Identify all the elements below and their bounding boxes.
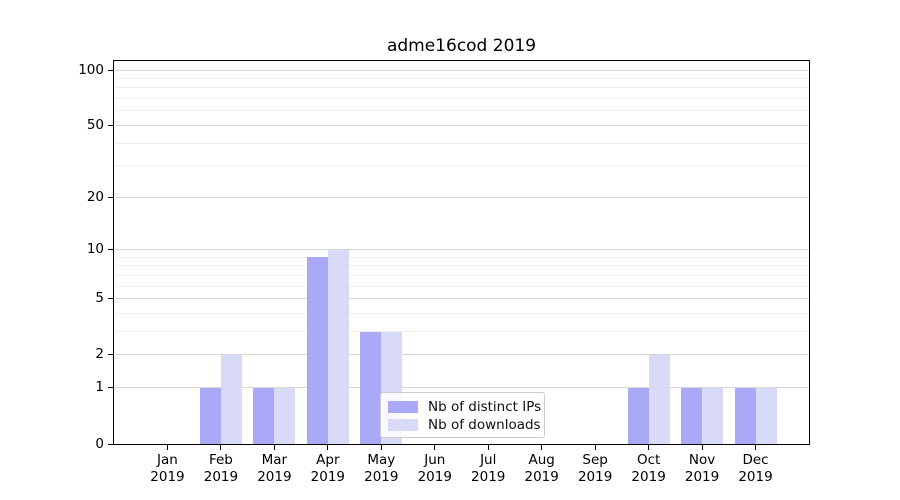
gridline-major (114, 249, 809, 251)
y-tick-label: 20 (86, 188, 104, 205)
bar-apr-s1 (327, 249, 349, 444)
y-tick-label: 10 (86, 241, 104, 258)
bar-feb-s0 (199, 387, 221, 444)
x-tick-mark (380, 445, 382, 450)
bar-dec-s1 (755, 387, 777, 444)
legend: Nb of distinct IPs Nb of downloads (380, 392, 545, 438)
x-tick-mark (273, 445, 275, 450)
gridline-minor (114, 331, 809, 333)
legend-swatch-icon (388, 419, 418, 431)
chart-title: adme16cod 2019 (386, 36, 537, 56)
y-tick-label: 0 (95, 435, 104, 452)
bar-mar-s0 (253, 387, 275, 444)
bar-nov-s0 (681, 387, 703, 444)
y-tick-label: 50 (86, 116, 104, 133)
x-tick-label: Jul 2019 (471, 452, 506, 485)
gridline-major (114, 69, 809, 71)
x-tick-label: May 2019 (364, 452, 399, 485)
x-tick-label: Oct 2019 (631, 452, 666, 485)
legend-row: Nb of downloads (388, 416, 541, 434)
bar-oct-s0 (627, 387, 649, 444)
y-tick-mark (108, 354, 113, 356)
bar-apr-s0 (306, 257, 328, 444)
gridline-major (114, 124, 809, 126)
gridline-major (114, 354, 809, 356)
gridline-major (114, 298, 809, 300)
x-tick-label: Sep 2019 (577, 452, 613, 485)
x-tick-mark (594, 445, 596, 450)
x-tick-mark (701, 445, 703, 450)
gridline-minor (114, 98, 809, 100)
x-tick-mark (220, 445, 222, 450)
x-tick-mark (755, 445, 757, 450)
legend-label: Nb of downloads (428, 417, 541, 433)
legend-label: Nb of distinct IPs (428, 399, 542, 415)
x-tick-label: Jun 2019 (417, 452, 452, 485)
bar-feb-s1 (220, 354, 242, 444)
bar-nov-s1 (702, 387, 724, 444)
x-tick-label: Nov 2019 (684, 452, 720, 485)
x-tick-mark (166, 445, 168, 450)
gridline-minor (114, 87, 809, 89)
bar-dec-s0 (734, 387, 756, 444)
bar-mar-s1 (274, 387, 296, 444)
gridline-minor (114, 165, 809, 167)
plot-area: Nb of distinct IPs Nb of downloads 0 1 2 5 10… (78, 60, 810, 485)
gridline-minor (114, 142, 809, 144)
y-tick-mark (108, 69, 113, 71)
gridline-minor (114, 274, 809, 276)
x-tick-label: Mar 2019 (257, 452, 292, 485)
x-tick-label: Jan 2019 (150, 452, 185, 485)
y-tick-mark (108, 443, 113, 445)
bar-may-s0 (360, 331, 382, 444)
y-tick-label: 100 (78, 61, 104, 78)
gridline-minor (114, 313, 809, 315)
legend-row: Nb of distinct IPs (388, 398, 542, 416)
gridline-minor (114, 285, 809, 287)
x-tick-label: Aug 2019 (524, 452, 559, 485)
x-tick-mark (487, 445, 489, 450)
x-tick-label: Apr 2019 (310, 452, 346, 485)
y-tick-mark (108, 196, 113, 198)
y-tick-mark (108, 124, 113, 126)
x-tick-label: Dec 2019 (738, 452, 773, 485)
bar-oct-s1 (648, 354, 670, 444)
gridline-minor (114, 256, 809, 258)
y-tick-mark (108, 249, 113, 251)
gridline-major (114, 196, 809, 198)
gridline-major (114, 387, 809, 389)
gridline-minor (114, 77, 809, 79)
gridline-minor (114, 265, 809, 267)
y-tick-label: 1 (95, 379, 104, 396)
x-tick-label: Feb 2019 (203, 452, 239, 485)
x-tick-mark (327, 445, 329, 450)
y-tick-label: 2 (95, 346, 104, 363)
x-tick-mark (434, 445, 436, 450)
x-tick-mark (648, 445, 650, 450)
y-tick-label: 5 (95, 290, 104, 307)
gridline-minor (114, 110, 809, 112)
y-tick-mark (108, 387, 113, 389)
y-tick-mark (108, 298, 113, 300)
legend-swatch-icon (388, 401, 418, 413)
x-tick-mark (541, 445, 543, 450)
